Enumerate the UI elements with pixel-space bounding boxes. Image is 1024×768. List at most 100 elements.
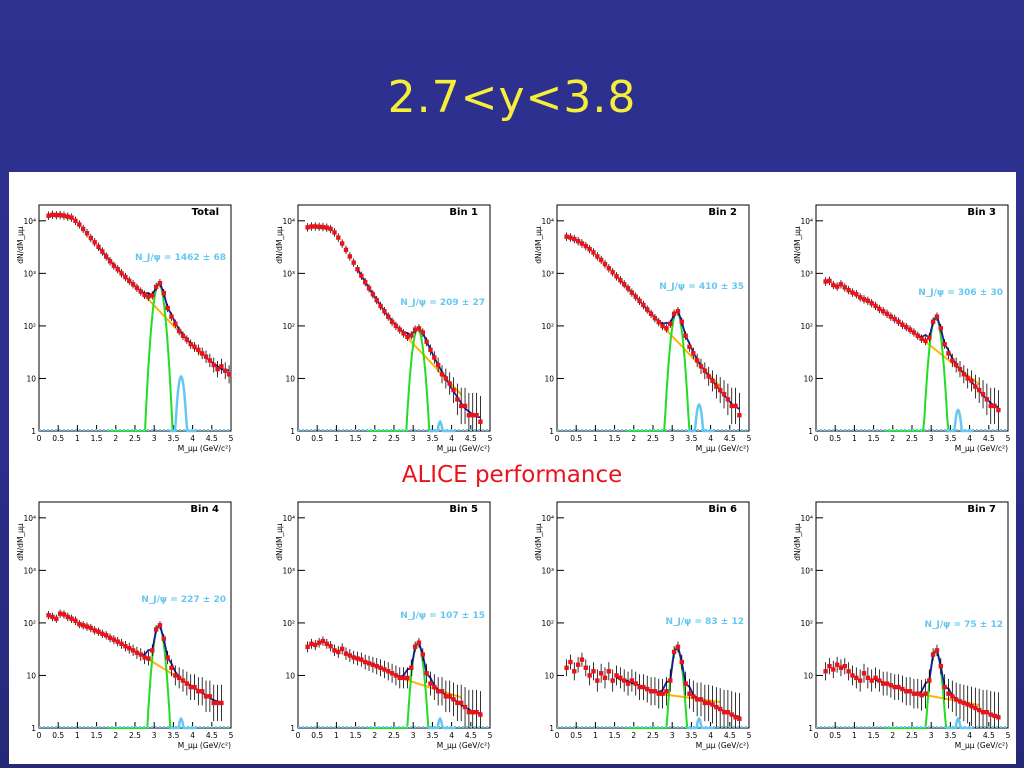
data-point: [656, 319, 661, 325]
data-point: [432, 355, 437, 360]
y-axis-label: dN/dM_μμ: [534, 226, 543, 264]
data-point: [892, 684, 897, 690]
data-point: [706, 374, 711, 379]
data-point: [938, 664, 943, 669]
x-tick-label: 2: [372, 434, 377, 443]
data-point: [622, 678, 627, 683]
plot-title: Bin 6: [708, 504, 737, 515]
data-point: [950, 358, 955, 363]
data-point: [969, 378, 974, 384]
data-point: [92, 240, 97, 245]
y-tick-label: 10³: [541, 269, 554, 278]
data-point: [339, 646, 345, 652]
data-point: [737, 716, 742, 721]
data-point: [50, 212, 55, 218]
data-point: [737, 412, 742, 418]
data-point: [150, 648, 155, 653]
x-tick-label: 1.5: [91, 731, 103, 740]
data-point: [614, 274, 619, 279]
data-point: [842, 664, 847, 669]
psi2s-signal-line: [946, 408, 974, 433]
data-point: [196, 347, 201, 353]
data-point: [721, 709, 727, 715]
x-tick-label: 4: [967, 731, 972, 740]
x-tick-label: 0: [37, 731, 42, 740]
data-point: [355, 656, 360, 661]
x-tick-label: 4.5: [206, 731, 218, 740]
data-point: [725, 397, 731, 402]
data-point: [579, 657, 585, 662]
x-tick-label: 1: [852, 434, 857, 443]
data-point: [324, 225, 329, 230]
data-point: [119, 641, 124, 647]
data-point: [401, 675, 406, 681]
data-point: [180, 678, 186, 683]
data-point: [568, 659, 573, 665]
y-tick-label: 10³: [282, 269, 295, 278]
data-point: [831, 667, 836, 672]
data-point: [130, 648, 136, 653]
x-tick-label: 0: [296, 731, 301, 740]
psi2s-signal-line: [169, 716, 197, 730]
data-point: [850, 290, 855, 295]
y-tick-label: 10⁴: [282, 514, 295, 523]
data-point: [439, 372, 445, 377]
spectrum-plot: 0 0.5 1 1.5 2 2.5 3 3.5 4 4.5 5 1 10 10² 10³ 10⁴ M_μμ (G…: [275, 204, 493, 453]
data-point: [478, 419, 483, 424]
x-tick-label: 0: [555, 434, 560, 443]
data-point: [382, 667, 387, 672]
psi2s-signal-line: [428, 716, 456, 730]
data-point: [877, 678, 882, 683]
data-point: [100, 249, 105, 254]
data-point: [953, 697, 959, 702]
y-tick-label: 10²: [282, 619, 295, 628]
x-tick-label: 3: [411, 731, 416, 740]
data-point: [138, 652, 143, 657]
data-point: [996, 715, 1001, 720]
data-point: [854, 675, 859, 681]
y-tick-label: 1: [290, 427, 295, 436]
data-point: [313, 224, 318, 229]
data-point: [583, 665, 588, 670]
data-point: [176, 675, 182, 681]
data-point: [192, 344, 197, 350]
data-point: [564, 665, 569, 670]
data-point: [73, 618, 78, 623]
data-point: [834, 284, 840, 289]
y-tick-label: 10⁴: [541, 217, 554, 226]
data-point: [842, 285, 847, 290]
data-point: [336, 649, 341, 655]
data-point: [946, 351, 951, 356]
psi2s-signal-line: [946, 716, 974, 730]
data-point: [984, 397, 990, 402]
x-tick-label: 4: [190, 731, 195, 740]
y-tick-label: 10²: [800, 619, 813, 628]
data-point: [861, 297, 867, 302]
x-tick-label: 0: [37, 434, 42, 443]
data-point: [366, 661, 372, 666]
x-tick-label: 1.5: [609, 434, 621, 443]
data-point: [203, 694, 209, 699]
y-tick-label: 10³: [282, 566, 295, 575]
data-point: [80, 226, 86, 232]
x-tick-label: 3.5: [685, 731, 697, 740]
data-point: [721, 392, 727, 397]
data-point: [953, 362, 959, 368]
x-tick-label: 2.5: [388, 434, 400, 443]
data-point: [386, 669, 391, 674]
x-tick-label: 2: [631, 731, 636, 740]
data-point: [861, 671, 867, 676]
data-point: [911, 691, 917, 696]
data-point: [107, 635, 113, 641]
x-tick-label: 3.5: [944, 731, 956, 740]
data-point: [405, 675, 410, 681]
data-point: [200, 689, 205, 694]
y-axis-label: dN/dM_μμ: [793, 523, 802, 561]
data-point: [823, 279, 828, 284]
data-point: [595, 678, 600, 683]
data-point: [142, 292, 147, 298]
x-tick-label: 5: [229, 731, 234, 740]
x-tick-label: 4: [449, 434, 454, 443]
data-point: [602, 675, 608, 681]
y-tick-label: 10²: [800, 322, 813, 331]
